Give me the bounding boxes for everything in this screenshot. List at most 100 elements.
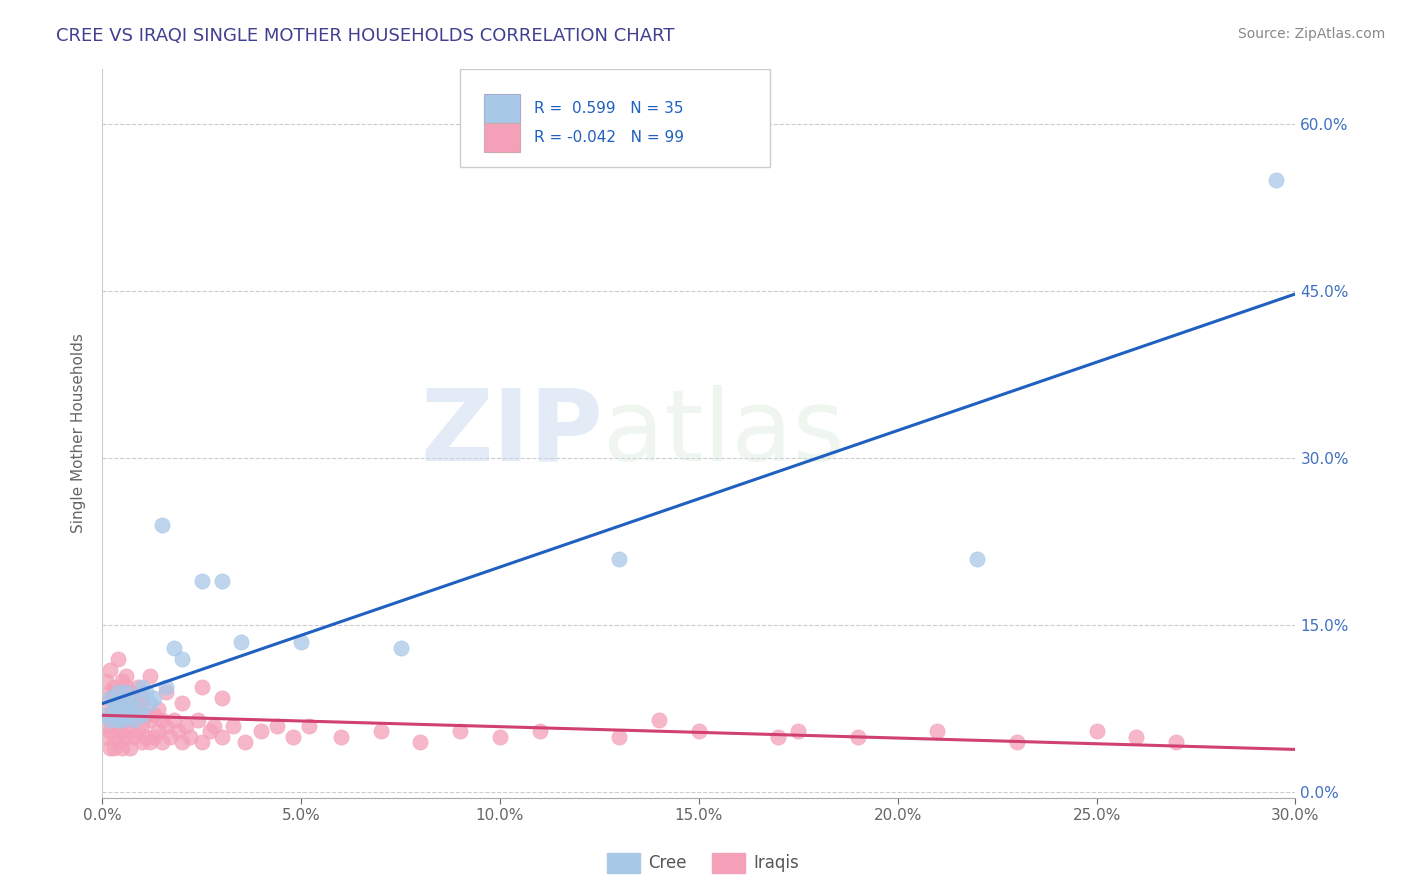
Text: ZIP: ZIP — [420, 384, 603, 482]
Point — [1166, 735, 1188, 749]
Point — [163, 713, 186, 727]
Point — [118, 724, 141, 739]
Point — [115, 668, 138, 682]
Point — [118, 697, 141, 711]
Point — [115, 680, 138, 694]
Point — [281, 730, 304, 744]
Point — [127, 680, 149, 694]
Point — [131, 707, 153, 722]
Point — [135, 730, 157, 744]
Point — [190, 735, 212, 749]
Point — [170, 652, 193, 666]
Point — [107, 702, 129, 716]
Point — [142, 730, 165, 744]
Point — [150, 735, 173, 749]
Point — [142, 707, 165, 722]
Text: Source: ZipAtlas.com: Source: ZipAtlas.com — [1237, 27, 1385, 41]
Point — [131, 735, 153, 749]
Point — [96, 697, 118, 711]
Point — [98, 713, 121, 727]
Point — [131, 680, 153, 694]
Point — [111, 741, 134, 756]
FancyBboxPatch shape — [460, 69, 770, 167]
Point — [107, 690, 129, 705]
Point — [118, 697, 141, 711]
Point — [103, 680, 125, 694]
Point — [1125, 730, 1147, 744]
Point — [111, 724, 134, 739]
Point — [135, 707, 157, 722]
Point — [211, 690, 233, 705]
Point — [118, 707, 141, 722]
Point — [122, 690, 145, 705]
Point — [170, 697, 193, 711]
FancyBboxPatch shape — [484, 123, 520, 153]
Point — [107, 697, 129, 711]
Text: atlas: atlas — [603, 384, 845, 482]
Point — [389, 640, 412, 655]
Point — [179, 730, 201, 744]
Point — [449, 724, 471, 739]
Point — [111, 713, 134, 727]
Point — [146, 724, 169, 739]
Point — [96, 719, 118, 733]
Point — [118, 741, 141, 756]
Point — [107, 685, 129, 699]
Text: R =  0.599   N = 35: R = 0.599 N = 35 — [534, 101, 683, 116]
Point — [111, 697, 134, 711]
Point — [111, 697, 134, 711]
Point — [174, 719, 197, 733]
Point — [115, 685, 138, 699]
Point — [211, 730, 233, 744]
Point — [298, 719, 321, 733]
Point — [122, 697, 145, 711]
Point — [489, 730, 512, 744]
Point — [127, 724, 149, 739]
Point — [103, 702, 125, 716]
Point — [166, 724, 188, 739]
Point — [111, 707, 134, 722]
FancyBboxPatch shape — [484, 94, 520, 123]
Point — [150, 518, 173, 533]
Point — [198, 724, 221, 739]
Point — [139, 713, 162, 727]
Point — [787, 724, 810, 739]
Point — [155, 685, 177, 699]
Point — [122, 713, 145, 727]
Point — [163, 640, 186, 655]
Point — [607, 730, 630, 744]
Legend: Cree, Iraqis: Cree, Iraqis — [600, 847, 806, 880]
Point — [107, 719, 129, 733]
Point — [846, 730, 869, 744]
Point — [98, 685, 121, 699]
Point — [122, 690, 145, 705]
Point — [155, 719, 177, 733]
Point — [103, 730, 125, 744]
Point — [115, 690, 138, 705]
Point — [146, 702, 169, 716]
Point — [98, 724, 121, 739]
Text: R = -0.042   N = 99: R = -0.042 N = 99 — [534, 130, 685, 145]
Point — [111, 674, 134, 689]
Point — [107, 652, 129, 666]
Point — [139, 735, 162, 749]
Point — [211, 574, 233, 588]
Point — [190, 680, 212, 694]
Point — [98, 690, 121, 705]
Point — [135, 685, 157, 699]
Point — [927, 724, 949, 739]
Y-axis label: Single Mother Households: Single Mother Households — [72, 334, 86, 533]
Point — [127, 702, 149, 716]
Point — [290, 635, 312, 649]
Point — [250, 724, 273, 739]
Point — [222, 719, 245, 733]
Point — [235, 735, 257, 749]
Point — [370, 724, 392, 739]
Point — [231, 635, 253, 649]
Point — [139, 668, 162, 682]
Point — [98, 663, 121, 677]
Point — [96, 707, 118, 722]
Point — [142, 690, 165, 705]
Point — [122, 713, 145, 727]
Point — [98, 741, 121, 756]
